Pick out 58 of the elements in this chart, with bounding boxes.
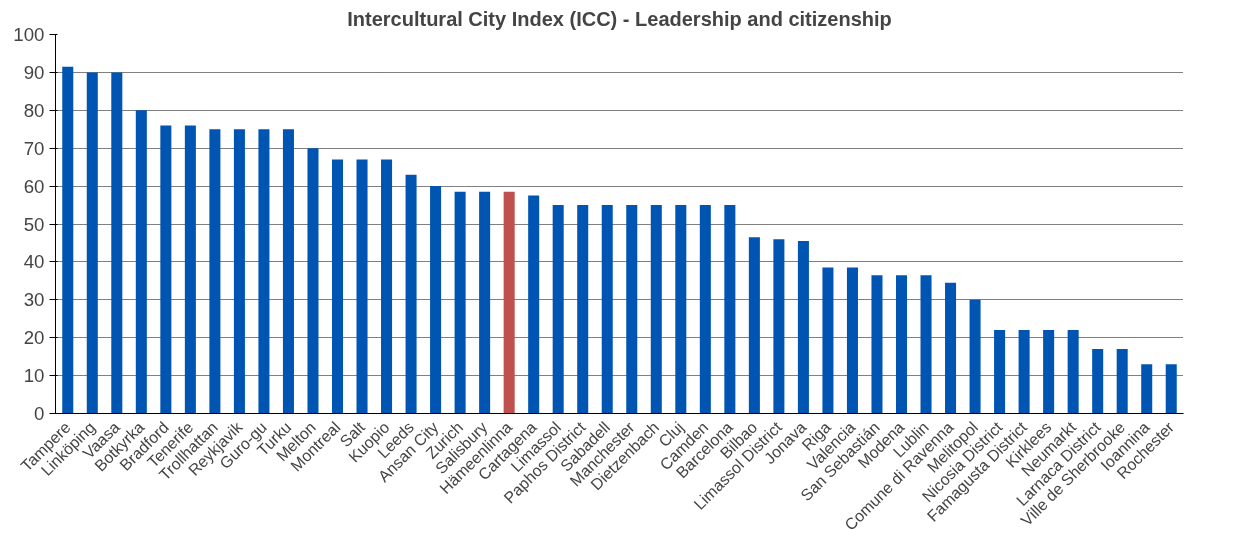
- y-tick-label: 0: [34, 403, 45, 424]
- y-tick-label: 20: [23, 327, 45, 349]
- bar: [454, 191, 466, 414]
- bar: [846, 267, 858, 414]
- bar: [773, 239, 785, 414]
- bar: [552, 205, 564, 414]
- bar: [895, 275, 908, 414]
- bar: [430, 186, 442, 414]
- bar: [1043, 330, 1055, 414]
- bar: [748, 237, 760, 414]
- bar: [1165, 364, 1177, 414]
- y-tick-label: 80: [23, 99, 45, 121]
- y-tick-label: 100: [13, 24, 45, 45]
- bar: [601, 205, 613, 414]
- bar: [282, 129, 294, 414]
- bar: [797, 241, 809, 414]
- y-tick-label: 30: [23, 289, 45, 311]
- bar: [577, 205, 589, 414]
- bar: [111, 72, 123, 414]
- bar: [822, 267, 834, 414]
- y-tick-label: 40: [23, 251, 45, 273]
- bar: [945, 282, 957, 414]
- bar: [724, 205, 736, 414]
- bar: [626, 205, 638, 414]
- bar: [1018, 330, 1030, 414]
- bar: [699, 205, 711, 414]
- y-tick-label: 10: [23, 365, 45, 387]
- bar: [528, 195, 540, 414]
- bar: [62, 66, 74, 414]
- bar: [356, 159, 368, 414]
- bar: [969, 299, 981, 414]
- bar: [233, 129, 245, 414]
- bar: [479, 191, 491, 414]
- y-tick-label: 50: [23, 213, 45, 235]
- bar: [405, 174, 417, 414]
- bar: [675, 205, 687, 414]
- bar: [1116, 349, 1128, 414]
- y-tick-label: 60: [23, 175, 45, 197]
- bar: [994, 330, 1006, 414]
- y-tick-label: 90: [23, 61, 45, 83]
- bar: [135, 110, 147, 414]
- bar: [86, 72, 98, 414]
- bar: [307, 148, 319, 414]
- bar: [920, 275, 932, 414]
- bar: [160, 125, 172, 414]
- bar: [331, 159, 344, 414]
- bar: [184, 125, 196, 414]
- bar: [1141, 364, 1153, 414]
- y-tick-label: 70: [23, 137, 45, 159]
- bar: [871, 275, 883, 414]
- bar: [650, 205, 662, 414]
- bar: [209, 129, 221, 414]
- bar: [503, 191, 515, 414]
- bar: [1067, 330, 1079, 414]
- bar: [1092, 349, 1104, 414]
- bar: [258, 129, 270, 414]
- bar: [381, 159, 393, 414]
- chart-title: Intercultural City Index (ICC) - Leadership and citizenship: [347, 7, 892, 30]
